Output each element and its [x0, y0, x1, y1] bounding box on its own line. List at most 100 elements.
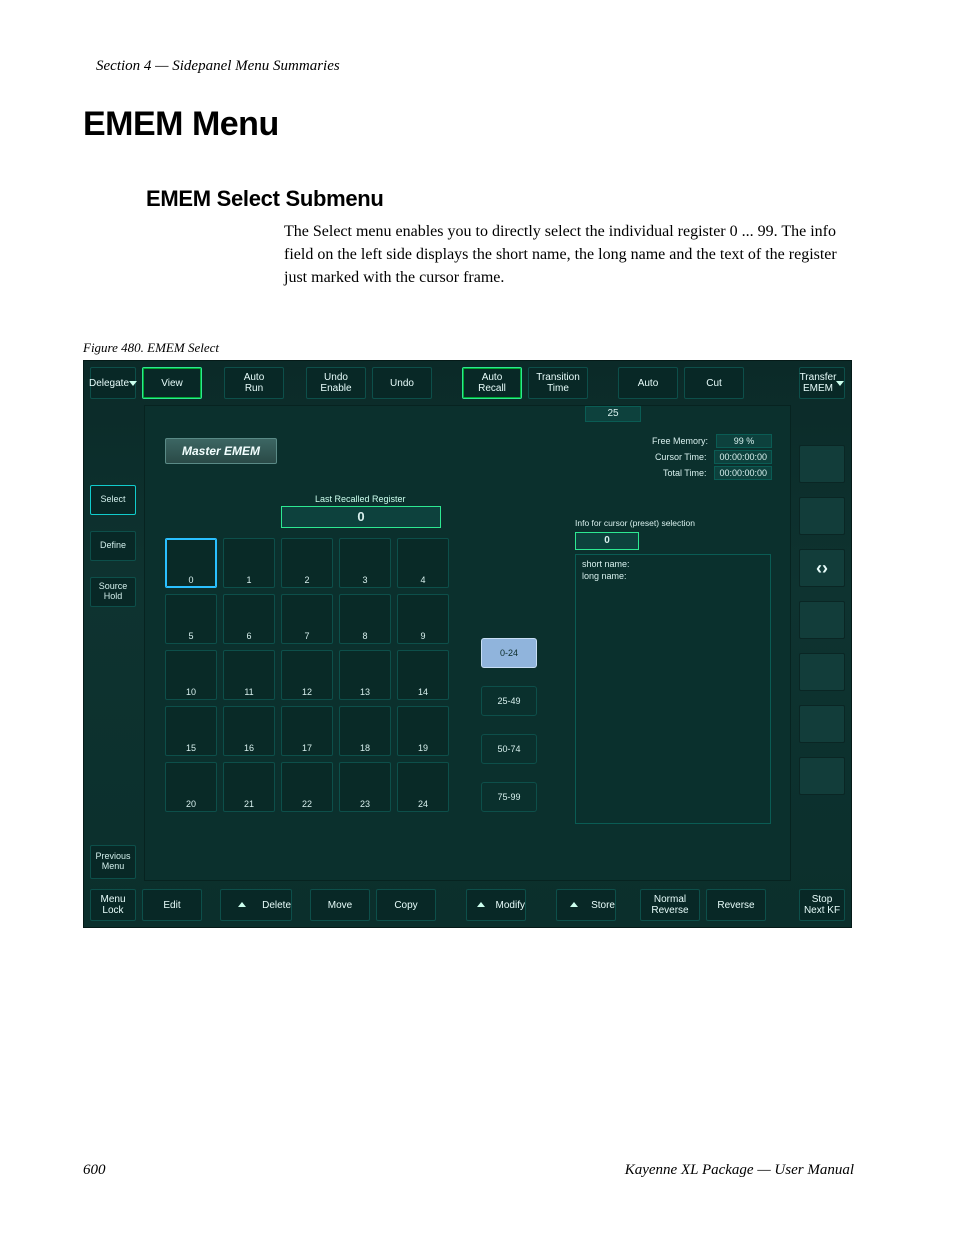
- body-paragraph: The Select menu enables you to directly …: [284, 220, 844, 290]
- transition-time-button[interactable]: Transition Time: [528, 367, 588, 399]
- register-cell-17[interactable]: 17: [281, 706, 333, 756]
- register-cell-5[interactable]: 5: [165, 594, 217, 644]
- last-recalled-value: 0: [281, 506, 441, 528]
- register-cell-2[interactable]: 2: [281, 538, 333, 588]
- master-emem-chip[interactable]: Master EMEM: [165, 438, 277, 464]
- register-cell-label: 12: [282, 687, 332, 697]
- short-name-label: short name:: [582, 559, 764, 571]
- total-time-label: Total Time:: [663, 468, 707, 478]
- register-cell-10[interactable]: 10: [165, 650, 217, 700]
- register-cell-21[interactable]: 21: [223, 762, 275, 812]
- transition-time-value: 25: [585, 406, 641, 422]
- register-cell-label: 8: [340, 631, 390, 641]
- page-number: 600: [83, 1162, 106, 1179]
- copy-button[interactable]: Copy: [376, 889, 436, 921]
- register-cell-20[interactable]: 20: [165, 762, 217, 812]
- register-cell-1[interactable]: 1: [223, 538, 275, 588]
- register-cell-label: 0: [166, 575, 216, 585]
- modify-button[interactable]: Modify: [466, 889, 526, 921]
- reverse-button[interactable]: Reverse: [706, 889, 766, 921]
- range-button-25-49[interactable]: 25-49: [481, 686, 537, 716]
- right-slot-2[interactable]: [799, 497, 845, 535]
- register-cell-label: 15: [166, 743, 216, 753]
- register-cell-label: 18: [340, 743, 390, 753]
- view-button[interactable]: View: [142, 367, 202, 399]
- define-tab[interactable]: Define: [90, 531, 136, 561]
- register-cell-label: 7: [282, 631, 332, 641]
- register-cell-24[interactable]: 24: [397, 762, 449, 812]
- register-cell-8[interactable]: 8: [339, 594, 391, 644]
- register-cell-label: 5: [166, 631, 216, 641]
- cut-button[interactable]: Cut: [684, 367, 744, 399]
- previous-menu-button[interactable]: Previous Menu: [90, 845, 136, 879]
- top-toolbar: Delegate View Auto Run Undo Enable Undo …: [90, 367, 845, 399]
- register-cell-label: 11: [224, 687, 274, 697]
- register-cell-label: 14: [398, 687, 448, 697]
- selection-info-box: short name: long name:: [575, 554, 771, 824]
- store-button[interactable]: Store: [556, 889, 616, 921]
- register-cell-22[interactable]: 22: [281, 762, 333, 812]
- select-tab[interactable]: Select: [90, 485, 136, 515]
- register-cell-16[interactable]: 16: [223, 706, 275, 756]
- register-cell-4[interactable]: 4: [397, 538, 449, 588]
- register-cell-14[interactable]: 14: [397, 650, 449, 700]
- right-slot-nav[interactable]: ‹›: [799, 549, 845, 587]
- register-cell-label: 16: [224, 743, 274, 753]
- auto-button[interactable]: Auto: [618, 367, 678, 399]
- register-cell-0[interactable]: 0: [165, 538, 217, 588]
- long-name-label: long name:: [582, 571, 764, 583]
- normal-reverse-button[interactable]: Normal Reverse: [640, 889, 700, 921]
- range-button-50-74[interactable]: 50-74: [481, 734, 537, 764]
- cursor-time-value: 00:00:00:00: [714, 450, 772, 464]
- register-cell-13[interactable]: 13: [339, 650, 391, 700]
- undo-button[interactable]: Undo: [372, 367, 432, 399]
- register-cell-label: 13: [340, 687, 390, 697]
- info-table: Free Memory:99 % Cursor Time:00:00:00:00…: [652, 434, 772, 482]
- right-slot-4[interactable]: [799, 601, 845, 639]
- bottom-toolbar: Menu Lock Edit Delete Move Copy Modify S…: [90, 889, 845, 921]
- register-cell-label: 2: [282, 575, 332, 585]
- register-cell-6[interactable]: 6: [223, 594, 275, 644]
- register-cell-11[interactable]: 11: [223, 650, 275, 700]
- register-cell-9[interactable]: 9: [397, 594, 449, 644]
- page-title-h2: EMEM Select Submenu: [146, 186, 384, 212]
- range-button-75-99[interactable]: 75-99: [481, 782, 537, 812]
- register-cell-label: 17: [282, 743, 332, 753]
- register-cell-18[interactable]: 18: [339, 706, 391, 756]
- register-cell-label: 4: [398, 575, 448, 585]
- register-cell-label: 9: [398, 631, 448, 641]
- register-cell-23[interactable]: 23: [339, 762, 391, 812]
- right-slot-5[interactable]: [799, 653, 845, 691]
- right-slot-1[interactable]: [799, 445, 845, 483]
- register-cell-12[interactable]: 12: [281, 650, 333, 700]
- register-cell-19[interactable]: 19: [397, 706, 449, 756]
- transfer-emem-button[interactable]: Transfer EMEM: [799, 367, 845, 399]
- register-cell-7[interactable]: 7: [281, 594, 333, 644]
- section-header: Section 4 — Sidepanel Menu Summaries: [96, 58, 340, 75]
- delegate-button[interactable]: Delegate: [90, 367, 136, 399]
- auto-recall-button[interactable]: Auto Recall: [462, 367, 522, 399]
- right-sidebar: ‹›: [799, 445, 845, 809]
- range-button-0-24[interactable]: 0-24: [481, 638, 537, 668]
- register-cell-label: 21: [224, 799, 274, 809]
- selection-info-value: 0: [575, 532, 639, 550]
- register-cell-label: 20: [166, 799, 216, 809]
- register-cell-3[interactable]: 3: [339, 538, 391, 588]
- source-hold-tab[interactable]: Source Hold: [90, 577, 136, 607]
- register-grid: 0123456789101112131415161718192021222324: [165, 538, 449, 812]
- undo-enable-button[interactable]: Undo Enable: [306, 367, 366, 399]
- cursor-time-label: Cursor Time:: [655, 452, 707, 462]
- move-button[interactable]: Move: [310, 889, 370, 921]
- main-panel: 25 Free Memory:99 % Cursor Time:00:00:00…: [144, 405, 791, 881]
- right-slot-6[interactable]: [799, 705, 845, 743]
- register-cell-15[interactable]: 15: [165, 706, 217, 756]
- stop-next-kf-button[interactable]: Stop Next KF: [799, 889, 845, 921]
- edit-button[interactable]: Edit: [142, 889, 202, 921]
- register-cell-label: 3: [340, 575, 390, 585]
- delete-button[interactable]: Delete: [220, 889, 292, 921]
- right-slot-7[interactable]: [799, 757, 845, 795]
- nav-arrows-icon: ‹›: [816, 558, 828, 579]
- auto-run-button[interactable]: Auto Run: [224, 367, 284, 399]
- free-memory-value: 99 %: [716, 434, 772, 448]
- menu-lock-button[interactable]: Menu Lock: [90, 889, 136, 921]
